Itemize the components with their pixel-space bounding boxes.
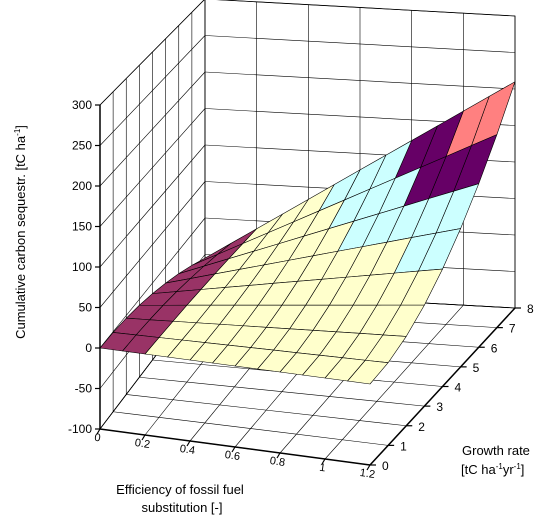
x-tick-label: 0.6 bbox=[224, 449, 241, 463]
y-tick-label: 0 bbox=[382, 459, 389, 473]
tick-mark bbox=[141, 434, 146, 441]
grid-line bbox=[113, 411, 389, 446]
tick-mark bbox=[231, 446, 236, 453]
y-label-text: [tC ha bbox=[461, 462, 496, 477]
x-tick-label: 0.4 bbox=[179, 443, 196, 457]
grid-line bbox=[126, 394, 407, 427]
z-tick-label: -100 bbox=[68, 422, 92, 436]
x-tick-label: 0 bbox=[94, 432, 102, 445]
grid-line bbox=[139, 376, 425, 407]
surface bbox=[99, 81, 516, 385]
y-label-sup: -1 bbox=[514, 462, 522, 471]
tick-mark bbox=[186, 440, 191, 447]
tick-mark bbox=[96, 428, 101, 435]
tick-mark bbox=[276, 452, 281, 459]
z-label-sup: -1 bbox=[13, 128, 22, 136]
z-tick-label: 300 bbox=[72, 98, 92, 112]
y-tick-label: 7 bbox=[509, 322, 516, 336]
surface-cell bbox=[99, 332, 137, 352]
z-tick-label: -50 bbox=[75, 382, 93, 396]
y-axis-label: Growth rate bbox=[462, 443, 530, 458]
y-tick-label: 5 bbox=[473, 361, 480, 375]
z-tick-label: 50 bbox=[79, 301, 93, 315]
y-tick-label: 2 bbox=[418, 420, 425, 434]
y-tick-label: 1 bbox=[400, 439, 407, 453]
z-tick-label: 200 bbox=[72, 179, 92, 193]
y-tick-label: 4 bbox=[455, 381, 462, 395]
z-axis-label: Cumulative carbon sequestr. [tC ha-1] bbox=[13, 125, 28, 339]
y-tick-label: 3 bbox=[436, 400, 443, 414]
y-axis-label: [tC ha-1yr-1] bbox=[461, 462, 524, 477]
z-tick-label: 100 bbox=[72, 260, 92, 274]
x-tick-label: 1 bbox=[319, 462, 327, 475]
x-tick-label: 0.2 bbox=[134, 437, 151, 451]
z-label-text: ] bbox=[13, 125, 28, 129]
tick-mark bbox=[366, 464, 371, 471]
z-tick-label: 150 bbox=[72, 220, 92, 234]
tick-mark bbox=[321, 458, 326, 465]
x-tick-label: 0.8 bbox=[269, 455, 286, 469]
x-tick-label: 1.2 bbox=[359, 467, 376, 481]
z-tick-label: 0 bbox=[85, 341, 92, 355]
x-axis-label: substitution [-] bbox=[142, 500, 223, 515]
y-tick-label: 8 bbox=[527, 302, 534, 316]
y-label-text: ] bbox=[521, 462, 525, 477]
y-tick-label: 6 bbox=[491, 341, 498, 355]
z-tick-label: 250 bbox=[72, 139, 92, 153]
x-axis-label: Efficiency of fossil fuel bbox=[116, 482, 244, 497]
y-label-text: yr bbox=[503, 462, 515, 477]
z-label-text: Cumulative carbon sequestr. [tC ha bbox=[13, 135, 28, 339]
y-label-sup: -1 bbox=[496, 462, 504, 471]
